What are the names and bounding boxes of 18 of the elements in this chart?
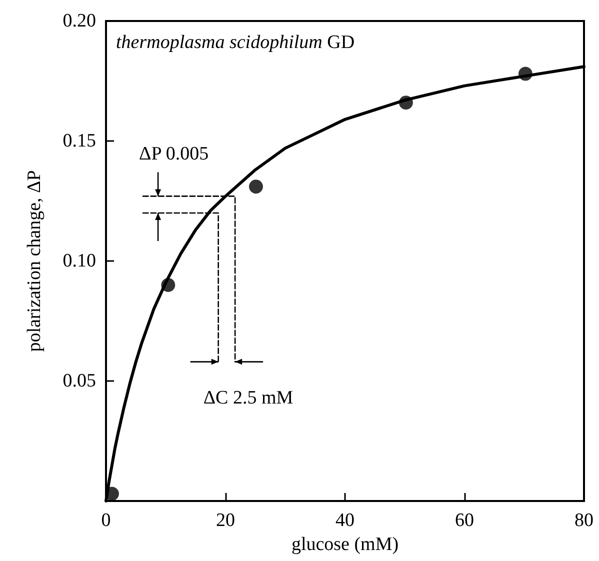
point: [518, 66, 532, 81]
y-tick-label: 0.20: [62, 10, 96, 32]
point: [398, 96, 413, 110]
y-axis-title: polarization change, ΔP: [24, 170, 45, 352]
x-tick-label: 0: [101, 510, 111, 531]
x-axis-title: glucose (mM): [291, 534, 399, 555]
point: [248, 180, 263, 194]
annotation: ΔC 2.5 mM: [203, 387, 294, 408]
annotation: thermoplasma scidophilum GD: [116, 32, 355, 53]
annotation: ΔP 0.005: [139, 144, 209, 165]
point: [161, 278, 176, 292]
x-tick-label: 40: [336, 510, 354, 531]
y-tick-label: 0.05: [62, 370, 96, 392]
x-tick-label: 60: [455, 510, 474, 531]
x-tick-label: 20: [216, 510, 235, 531]
y-tick-label: 0.15: [62, 130, 96, 152]
y-tick-label: 0.10: [62, 250, 96, 272]
x-tick-label: 80: [574, 510, 594, 531]
